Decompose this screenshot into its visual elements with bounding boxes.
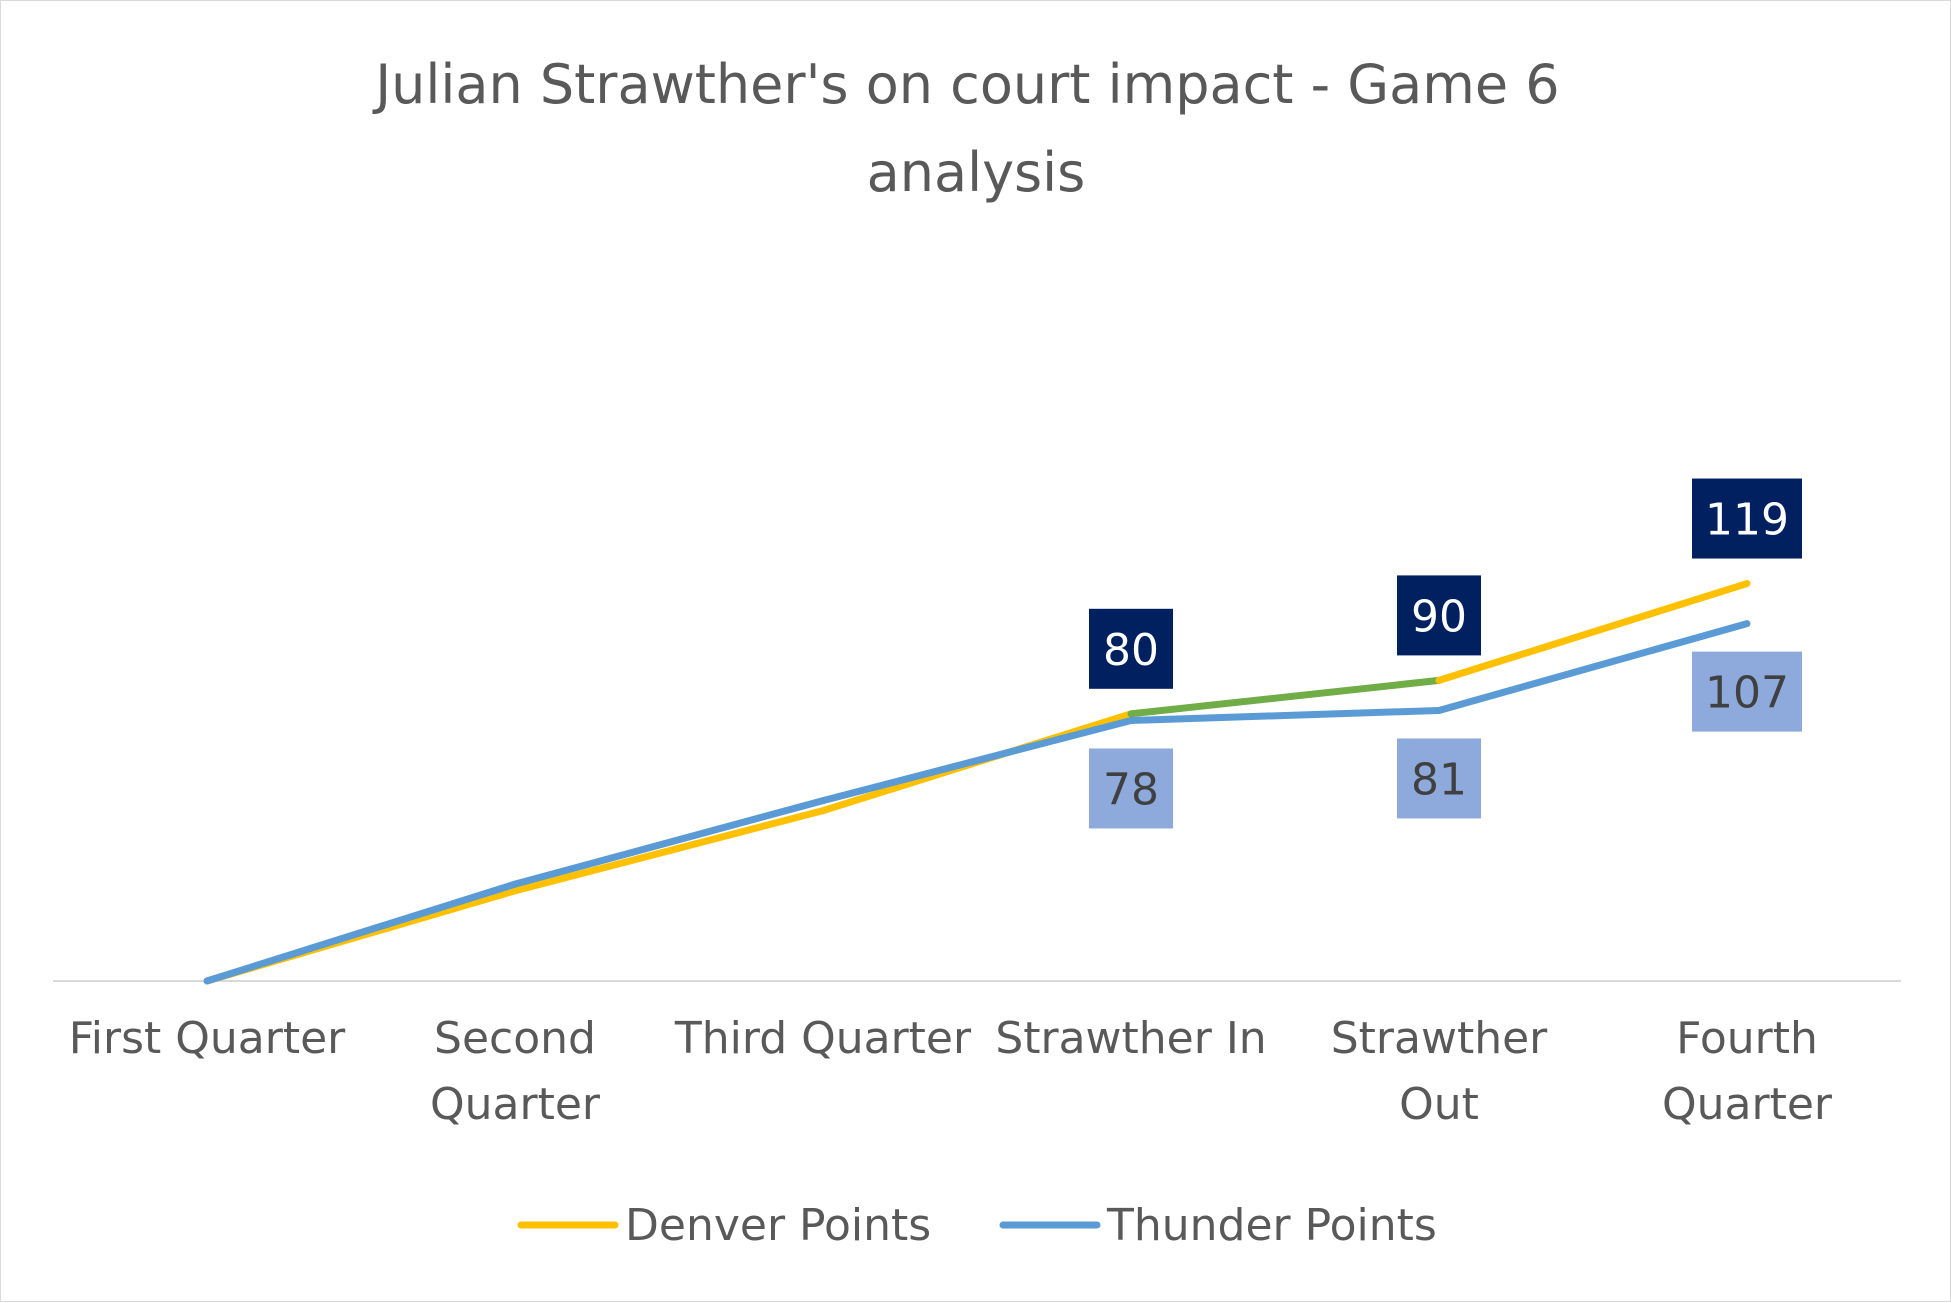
thunder-points-segment: [1435, 620, 1751, 714]
legend: Denver Points Thunder Points: [517, 1200, 1437, 1251]
thunder-points-data-label: 107: [1705, 668, 1789, 719]
denver-points-data-label: 119: [1705, 495, 1789, 546]
chart-title: Julian Strawther's on court impact - Gam…: [372, 53, 1577, 204]
x-tick-label: Second Quarter: [430, 1013, 601, 1130]
x-tick-label-line: Strawther: [1331, 1013, 1548, 1064]
thunder-points-data-label: 78: [1103, 764, 1159, 815]
thunder-points-data-label-box: [1089, 748, 1173, 829]
thunder-points-segment: [819, 716, 1135, 805]
x-axis-tick-labels: First Quarter Second Quarter Third Quarter S…: [69, 1013, 1833, 1130]
x-tick-label: First Quarter: [69, 1013, 346, 1064]
thunder-points-legend-label: Thunder Points: [1106, 1200, 1437, 1251]
denver-points-segment: [1435, 580, 1751, 684]
denver-points-data-label-box: [1397, 575, 1481, 656]
x-tick-label-line: Out: [1399, 1079, 1479, 1130]
x-tick-label-line: Fourth: [1676, 1013, 1818, 1064]
x-tick-label-line: First Quarter: [69, 1013, 346, 1064]
x-tick-label: Fourth Quarter: [1662, 1013, 1833, 1130]
thunder-points-data-label-box: [1397, 738, 1481, 819]
denver-points-data-label: 80: [1103, 625, 1159, 676]
x-tick-label: Third Quarter: [674, 1013, 972, 1064]
data-labels: 80 90 119 78 81 107: [1089, 478, 1802, 829]
x-tick-label: Strawther Out: [1331, 1013, 1548, 1130]
thunder-points-segment: [1127, 706, 1443, 724]
denver-points-data-label-box: [1692, 478, 1802, 559]
series-lines: [203, 580, 1751, 985]
thunder-points-data-label-box: [1692, 651, 1802, 732]
chart-title-line-1: Julian Strawther's on court impact - Gam…: [372, 53, 1559, 116]
x-tick-label-line: Quarter: [1662, 1079, 1833, 1130]
chart-title-line-2: analysis: [867, 141, 1086, 204]
thunder-points-segment: [203, 880, 519, 985]
x-tick-label-line: Strawther In: [995, 1013, 1266, 1064]
x-tick-label-line: Quarter: [430, 1079, 601, 1130]
denver-points-legend-label: Denver Points: [625, 1200, 931, 1251]
thunder-points-segment: [511, 797, 827, 888]
x-tick-label: Strawther In: [995, 1013, 1266, 1064]
x-tick-label-line: Third Quarter: [674, 1013, 972, 1064]
denver-points-data-label-box: [1089, 608, 1173, 689]
denver-points-data-label: 90: [1411, 591, 1467, 642]
denver-points-segment: [1127, 676, 1443, 718]
thunder-points-data-label: 81: [1411, 754, 1467, 805]
denver-points-segment: [511, 807, 827, 895]
x-tick-label-line: Second: [434, 1013, 596, 1064]
